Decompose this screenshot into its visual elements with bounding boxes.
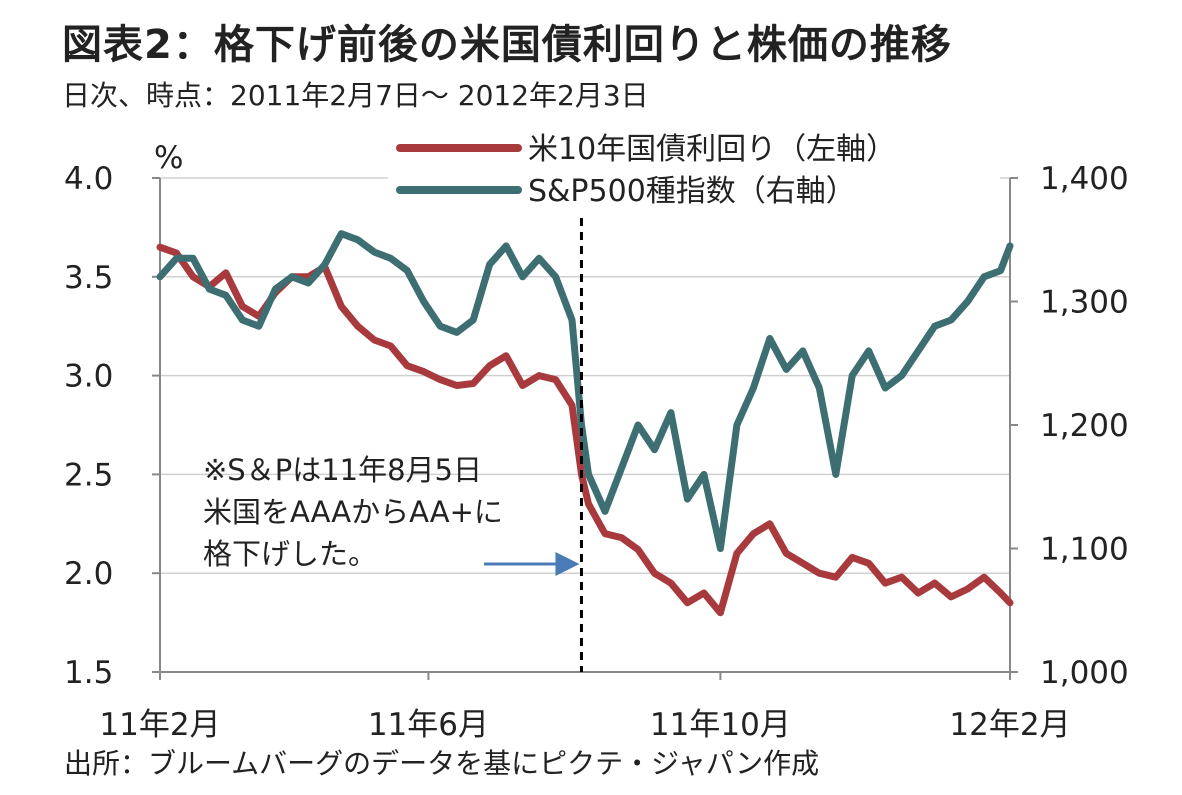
y-right-tick-label-4: 1,400 <box>1040 161 1129 197</box>
x-tick-label-0: 11年2月 <box>99 707 220 743</box>
y-left-tick-label-3: 3.0 <box>64 359 113 395</box>
chart-title: 図表2：格下げ前後の米国債利回りと株価の推移 <box>62 22 952 68</box>
x-tick-label-2: 11年10月 <box>650 707 791 743</box>
y-right-tick-label-3: 1,300 <box>1040 285 1129 321</box>
series-line-1 <box>156 230 1014 552</box>
series-line-0 <box>156 243 1014 617</box>
legend-background <box>388 122 1000 218</box>
x-tick-label-1: 11年6月 <box>368 707 489 743</box>
legend: 米10年国債利回り（左軸） S&P500種指数（右軸） <box>388 122 1000 218</box>
y-left-tick-label-0: 1.5 <box>64 655 113 691</box>
legend-label-0: 米10年国債利回り（左軸） <box>528 132 896 167</box>
y-left-tick-label-1: 2.0 <box>64 556 113 592</box>
y-right-tick-label-2: 1,200 <box>1040 408 1129 444</box>
legend-label-1: S&P500種指数（右軸） <box>528 174 856 209</box>
annotation-line-1: 米国をAAAからAA+に <box>203 495 503 529</box>
y-right-tick-label-1: 1,100 <box>1040 532 1129 568</box>
y-right-tick-label-0: 1,000 <box>1040 655 1129 691</box>
source-note: 出所：ブルームバーグのデータを基にピクテ・ジャパン作成 <box>64 747 820 780</box>
annotation-arrow-head <box>555 552 580 576</box>
y-left-tick-label-2: 2.5 <box>64 457 113 493</box>
annotation-line-2: 格下げした。 <box>203 537 377 571</box>
axes <box>152 177 1018 680</box>
annotation-line-0: ※S＆Pは11年8月5日 <box>203 453 482 487</box>
series-lines <box>156 230 1014 617</box>
y-left-tick-label-5: 4.0 <box>64 161 113 197</box>
y-left-unit: % <box>154 140 183 176</box>
chart-subtitle: 日次、時点：2011年2月7日～ 2012年2月3日 <box>62 79 649 112</box>
x-tick-label-3: 12年2月 <box>949 707 1070 743</box>
tick-labels: 1.5 2.0 2.5 3.0 3.5 4.0% 1,000 1,100 1,200 1,300 1… <box>64 140 1129 743</box>
y-left-tick-label-4: 3.5 <box>64 260 113 296</box>
